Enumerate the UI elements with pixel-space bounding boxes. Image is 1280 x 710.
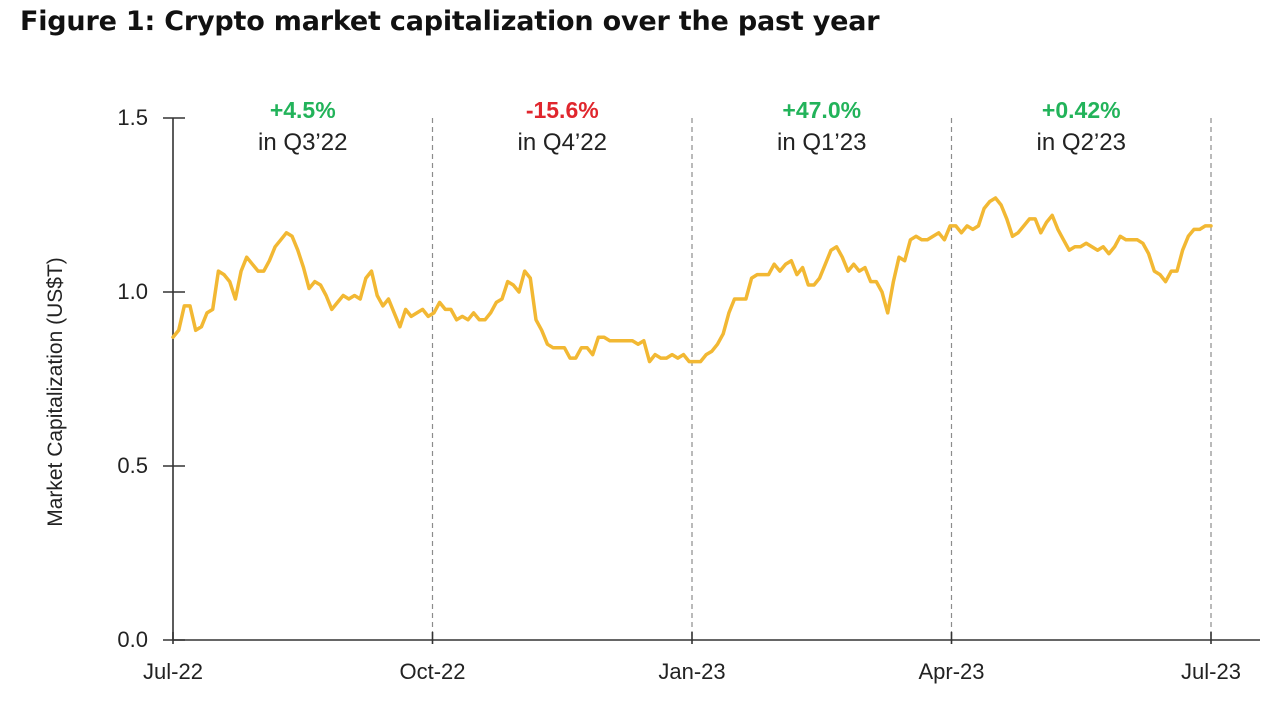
y-axis-label: Market Capitalization (US$T) xyxy=(44,257,67,527)
quarter-name-label: in Q1’23 xyxy=(777,129,866,156)
x-tick-label: Oct-22 xyxy=(399,659,465,684)
x-tick-label: Jul-22 xyxy=(143,659,203,684)
quarter-change-label: +47.0% xyxy=(782,97,861,123)
quarter-name-label: in Q3’22 xyxy=(258,129,347,156)
y-axis-ticks: 0.0 0.5 1.0 1.5 xyxy=(117,105,185,652)
chart-title: Figure 1: Crypto market capitalization o… xyxy=(20,6,880,37)
y-tick-label: 0.0 xyxy=(117,627,148,652)
quarter-name-label: in Q4’22 xyxy=(518,129,607,156)
quarter-change-label: +0.42% xyxy=(1042,97,1121,123)
market-cap-series-line xyxy=(171,196,1213,364)
quarter-name-label: in Q2’23 xyxy=(1037,129,1126,156)
series-group xyxy=(171,196,1213,364)
y-tick-label: 0.5 xyxy=(117,453,148,478)
chart-axes xyxy=(172,118,1260,641)
quarter-change-label: -15.6% xyxy=(526,97,599,123)
x-tick-label: Jan-23 xyxy=(658,659,725,684)
quarter-dividers xyxy=(431,118,1212,640)
quarter-change-label: +4.5% xyxy=(270,97,336,123)
x-tick-label: Apr-23 xyxy=(918,659,984,684)
x-axis-ticks: Jul-22 Oct-22 Jan-23 Apr-23 Jul-23 xyxy=(143,632,1241,684)
quarter-annotations: +4.5% in Q3’22 -15.6% in Q4’22 +47.0% in Q1’2… xyxy=(258,97,1126,156)
y-tick-label: 1.0 xyxy=(117,279,148,304)
y-tick-label: 1.5 xyxy=(117,105,148,130)
x-tick-label: Jul-23 xyxy=(1181,659,1241,684)
